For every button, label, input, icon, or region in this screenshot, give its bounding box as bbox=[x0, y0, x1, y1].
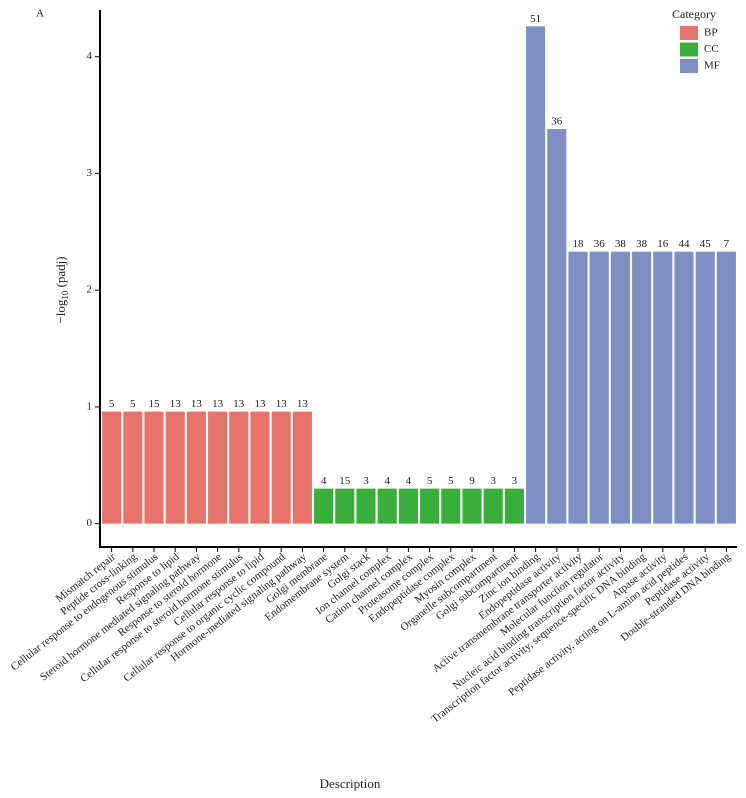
count-label: 9 bbox=[469, 475, 475, 487]
bar bbox=[568, 251, 588, 524]
bar bbox=[144, 411, 164, 524]
bar bbox=[377, 488, 397, 524]
count-label: 13 bbox=[297, 398, 309, 410]
count-label: 18 bbox=[573, 238, 585, 250]
y-tick-label: 4 bbox=[87, 50, 93, 62]
count-label: 13 bbox=[170, 398, 182, 410]
count-label: 15 bbox=[149, 398, 161, 410]
y-label-part: 10 bbox=[60, 290, 70, 300]
bar bbox=[250, 411, 270, 524]
count-label: 4 bbox=[321, 475, 327, 487]
legend-swatch bbox=[680, 26, 698, 40]
bar bbox=[441, 488, 461, 524]
count-label: 5 bbox=[109, 398, 115, 410]
panel-label: A bbox=[36, 8, 44, 20]
count-label: 3 bbox=[363, 475, 369, 487]
count-label: 16 bbox=[657, 238, 669, 250]
bar bbox=[674, 251, 694, 524]
bar bbox=[589, 251, 609, 524]
legend-title: Category bbox=[672, 7, 716, 21]
bar bbox=[526, 26, 546, 524]
y-axis-label: −log10 (padj) bbox=[53, 256, 70, 323]
y-tick-label: 3 bbox=[87, 167, 93, 179]
count-label: 5 bbox=[130, 398, 136, 410]
count-label: 13 bbox=[212, 398, 224, 410]
bar bbox=[208, 411, 228, 524]
bar bbox=[547, 129, 567, 524]
bar bbox=[123, 411, 143, 524]
bar bbox=[398, 488, 418, 524]
x-axis-label: Description bbox=[320, 776, 381, 791]
bar bbox=[314, 488, 334, 524]
count-label: 4 bbox=[406, 475, 412, 487]
bar bbox=[335, 488, 355, 524]
bar bbox=[483, 488, 503, 524]
bar bbox=[716, 251, 736, 524]
bar bbox=[420, 488, 440, 524]
bar bbox=[695, 251, 715, 524]
count-label: 7 bbox=[724, 238, 730, 250]
count-label: 3 bbox=[512, 475, 518, 487]
count-label: 5 bbox=[448, 475, 454, 487]
legend-label: BP bbox=[704, 27, 717, 39]
bar bbox=[462, 488, 482, 524]
count-label: 13 bbox=[255, 398, 267, 410]
bar bbox=[504, 488, 524, 524]
bar bbox=[165, 411, 185, 524]
legend-label: CC bbox=[704, 43, 719, 55]
count-label: 51 bbox=[530, 13, 541, 25]
y-tick-label: 1 bbox=[87, 400, 93, 412]
bar bbox=[229, 411, 249, 524]
y-label-part: (padj) bbox=[53, 256, 68, 290]
count-label: 13 bbox=[191, 398, 203, 410]
bar bbox=[292, 411, 312, 524]
count-label: 36 bbox=[594, 238, 606, 250]
count-label: 13 bbox=[233, 398, 245, 410]
count-label: 3 bbox=[490, 475, 496, 487]
y-tick-label: 2 bbox=[87, 284, 93, 296]
count-label: 36 bbox=[551, 116, 563, 128]
bar bbox=[271, 411, 291, 524]
bar bbox=[102, 411, 122, 524]
legend-swatch bbox=[680, 59, 698, 73]
y-tick-label: 0 bbox=[87, 517, 93, 529]
bar bbox=[356, 488, 376, 524]
legend-label: MF bbox=[704, 60, 720, 72]
count-label: 15 bbox=[339, 475, 351, 487]
count-label: 44 bbox=[679, 238, 691, 250]
legend-swatch bbox=[680, 42, 698, 57]
bar bbox=[632, 251, 652, 524]
count-label: 4 bbox=[384, 475, 390, 487]
count-label: 13 bbox=[276, 398, 288, 410]
bar bbox=[610, 251, 630, 524]
count-label: 45 bbox=[700, 238, 712, 250]
count-label: 5 bbox=[427, 475, 433, 487]
count-label: 38 bbox=[636, 238, 648, 250]
bar bbox=[186, 411, 206, 524]
y-label-part: −log bbox=[53, 299, 68, 323]
count-label: 38 bbox=[615, 238, 627, 250]
bar bbox=[653, 251, 673, 524]
